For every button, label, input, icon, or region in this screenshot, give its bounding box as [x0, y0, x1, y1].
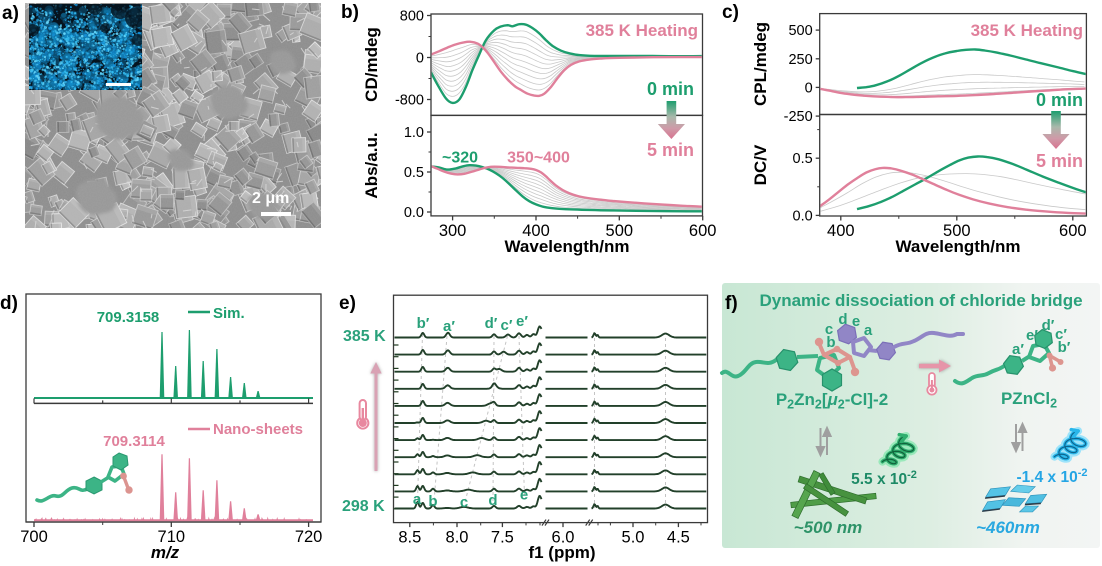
svg-text:6.0: 6.0 — [552, 529, 575, 547]
svg-text:2 μm: 2 μm — [252, 190, 289, 207]
svg-text:Nano-sheets: Nano-sheets — [213, 421, 303, 438]
svg-text:e): e) — [339, 293, 356, 314]
svg-text:385 K Heating: 385 K Heating — [586, 21, 698, 40]
svg-text:700: 700 — [20, 528, 48, 546]
svg-text:0.0: 0.0 — [793, 208, 813, 224]
svg-text:Abs/a.u.: Abs/a.u. — [362, 132, 381, 198]
svg-text:5 min: 5 min — [1036, 151, 1083, 171]
svg-text:d: d — [838, 311, 847, 328]
svg-text:~500 nm: ~500 nm — [794, 518, 863, 537]
svg-text:1.0: 1.0 — [404, 125, 424, 141]
svg-text:b): b) — [341, 2, 359, 23]
svg-text:350~400: 350~400 — [507, 150, 570, 167]
svg-text:5 min: 5 min — [647, 140, 694, 160]
svg-text:500: 500 — [788, 23, 812, 39]
svg-text:0: 0 — [805, 80, 813, 96]
svg-text:Sim.: Sim. — [213, 305, 245, 322]
svg-text:4.5: 4.5 — [667, 529, 690, 547]
svg-text:0 min: 0 min — [1036, 90, 1083, 110]
svg-text:5.5 x 10-2: 5.5 x 10-2 — [851, 469, 917, 488]
svg-text:c: c — [825, 321, 833, 338]
svg-text:709.3158: 709.3158 — [97, 309, 160, 326]
svg-text:-1.4 x 10-2: -1.4 x 10-2 — [1017, 467, 1088, 486]
svg-text:0: 0 — [416, 51, 424, 67]
svg-text:a′: a′ — [443, 318, 455, 335]
svg-text:385 K Heating: 385 K Heating — [971, 21, 1083, 40]
svg-text:298 K: 298 K — [342, 498, 385, 515]
svg-text:Wavelength/nm: Wavelength/nm — [505, 237, 630, 256]
svg-text:c: c — [460, 494, 468, 511]
svg-text:e: e — [520, 487, 528, 504]
svg-text:0.0: 0.0 — [404, 205, 424, 221]
svg-text:a: a — [864, 322, 873, 339]
svg-text:385 K: 385 K — [343, 328, 386, 345]
svg-text:5.0: 5.0 — [622, 529, 645, 547]
svg-text:a′: a′ — [1012, 341, 1024, 358]
svg-text:500: 500 — [943, 222, 971, 240]
svg-text:e′: e′ — [516, 313, 528, 330]
svg-text:P2Zn2[μ2-Cl]-2: P2Zn2[μ2-Cl]-2 — [776, 390, 888, 412]
svg-text:CPL/mdeg: CPL/mdeg — [751, 22, 770, 106]
svg-text:b: b — [428, 493, 437, 510]
svg-text:d): d) — [0, 293, 18, 314]
svg-text:a): a) — [2, 3, 19, 24]
svg-text:c′: c′ — [501, 317, 513, 334]
svg-text:CD/mdeg: CD/mdeg — [362, 27, 381, 102]
svg-text:7.5: 7.5 — [491, 529, 514, 547]
svg-text:710: 710 — [158, 528, 186, 546]
svg-text:c): c) — [722, 2, 739, 23]
svg-text:400: 400 — [827, 222, 855, 240]
svg-text:d′: d′ — [485, 315, 498, 332]
svg-text:DC/V: DC/V — [751, 144, 770, 185]
svg-text:Dynamic dissociation of chlori: Dynamic dissociation of chloride bridge — [759, 291, 1082, 310]
svg-text:~320: ~320 — [442, 150, 478, 167]
svg-text:400: 400 — [522, 222, 550, 240]
svg-text:800: 800 — [400, 9, 424, 25]
svg-text:8.5: 8.5 — [398, 529, 421, 547]
svg-text:300: 300 — [439, 222, 467, 240]
svg-text:8.0: 8.0 — [446, 529, 469, 547]
svg-text:-800: -800 — [395, 93, 424, 109]
svg-text:0.5: 0.5 — [793, 151, 813, 167]
svg-text:~460nm: ~460nm — [976, 518, 1040, 537]
svg-text:b: b — [826, 334, 835, 351]
svg-text:0 min: 0 min — [647, 79, 694, 99]
svg-text:e: e — [852, 313, 860, 330]
svg-text:600: 600 — [689, 222, 717, 240]
svg-text:d: d — [488, 492, 497, 509]
svg-text:0.5: 0.5 — [404, 165, 424, 181]
svg-text:720: 720 — [295, 528, 323, 546]
svg-text:600: 600 — [1059, 222, 1087, 240]
svg-text:Wavelength/nm: Wavelength/nm — [896, 237, 1021, 256]
svg-text:f1 (ppm): f1 (ppm) — [528, 543, 595, 562]
svg-text:a: a — [413, 491, 422, 508]
svg-text:d′: d′ — [1042, 317, 1055, 334]
svg-text:250: 250 — [788, 52, 812, 68]
svg-text:-250: -250 — [784, 109, 813, 125]
svg-text:f): f) — [725, 293, 738, 314]
svg-text:PZnCl2: PZnCl2 — [1001, 389, 1057, 411]
svg-text:m/z: m/z — [151, 543, 180, 562]
svg-text:e′: e′ — [1026, 327, 1038, 344]
svg-text:b′: b′ — [417, 315, 430, 332]
svg-text:709.3114: 709.3114 — [103, 433, 165, 450]
svg-text:b′: b′ — [1058, 339, 1071, 356]
svg-text:c′: c′ — [1055, 326, 1067, 343]
svg-text:500: 500 — [606, 222, 634, 240]
